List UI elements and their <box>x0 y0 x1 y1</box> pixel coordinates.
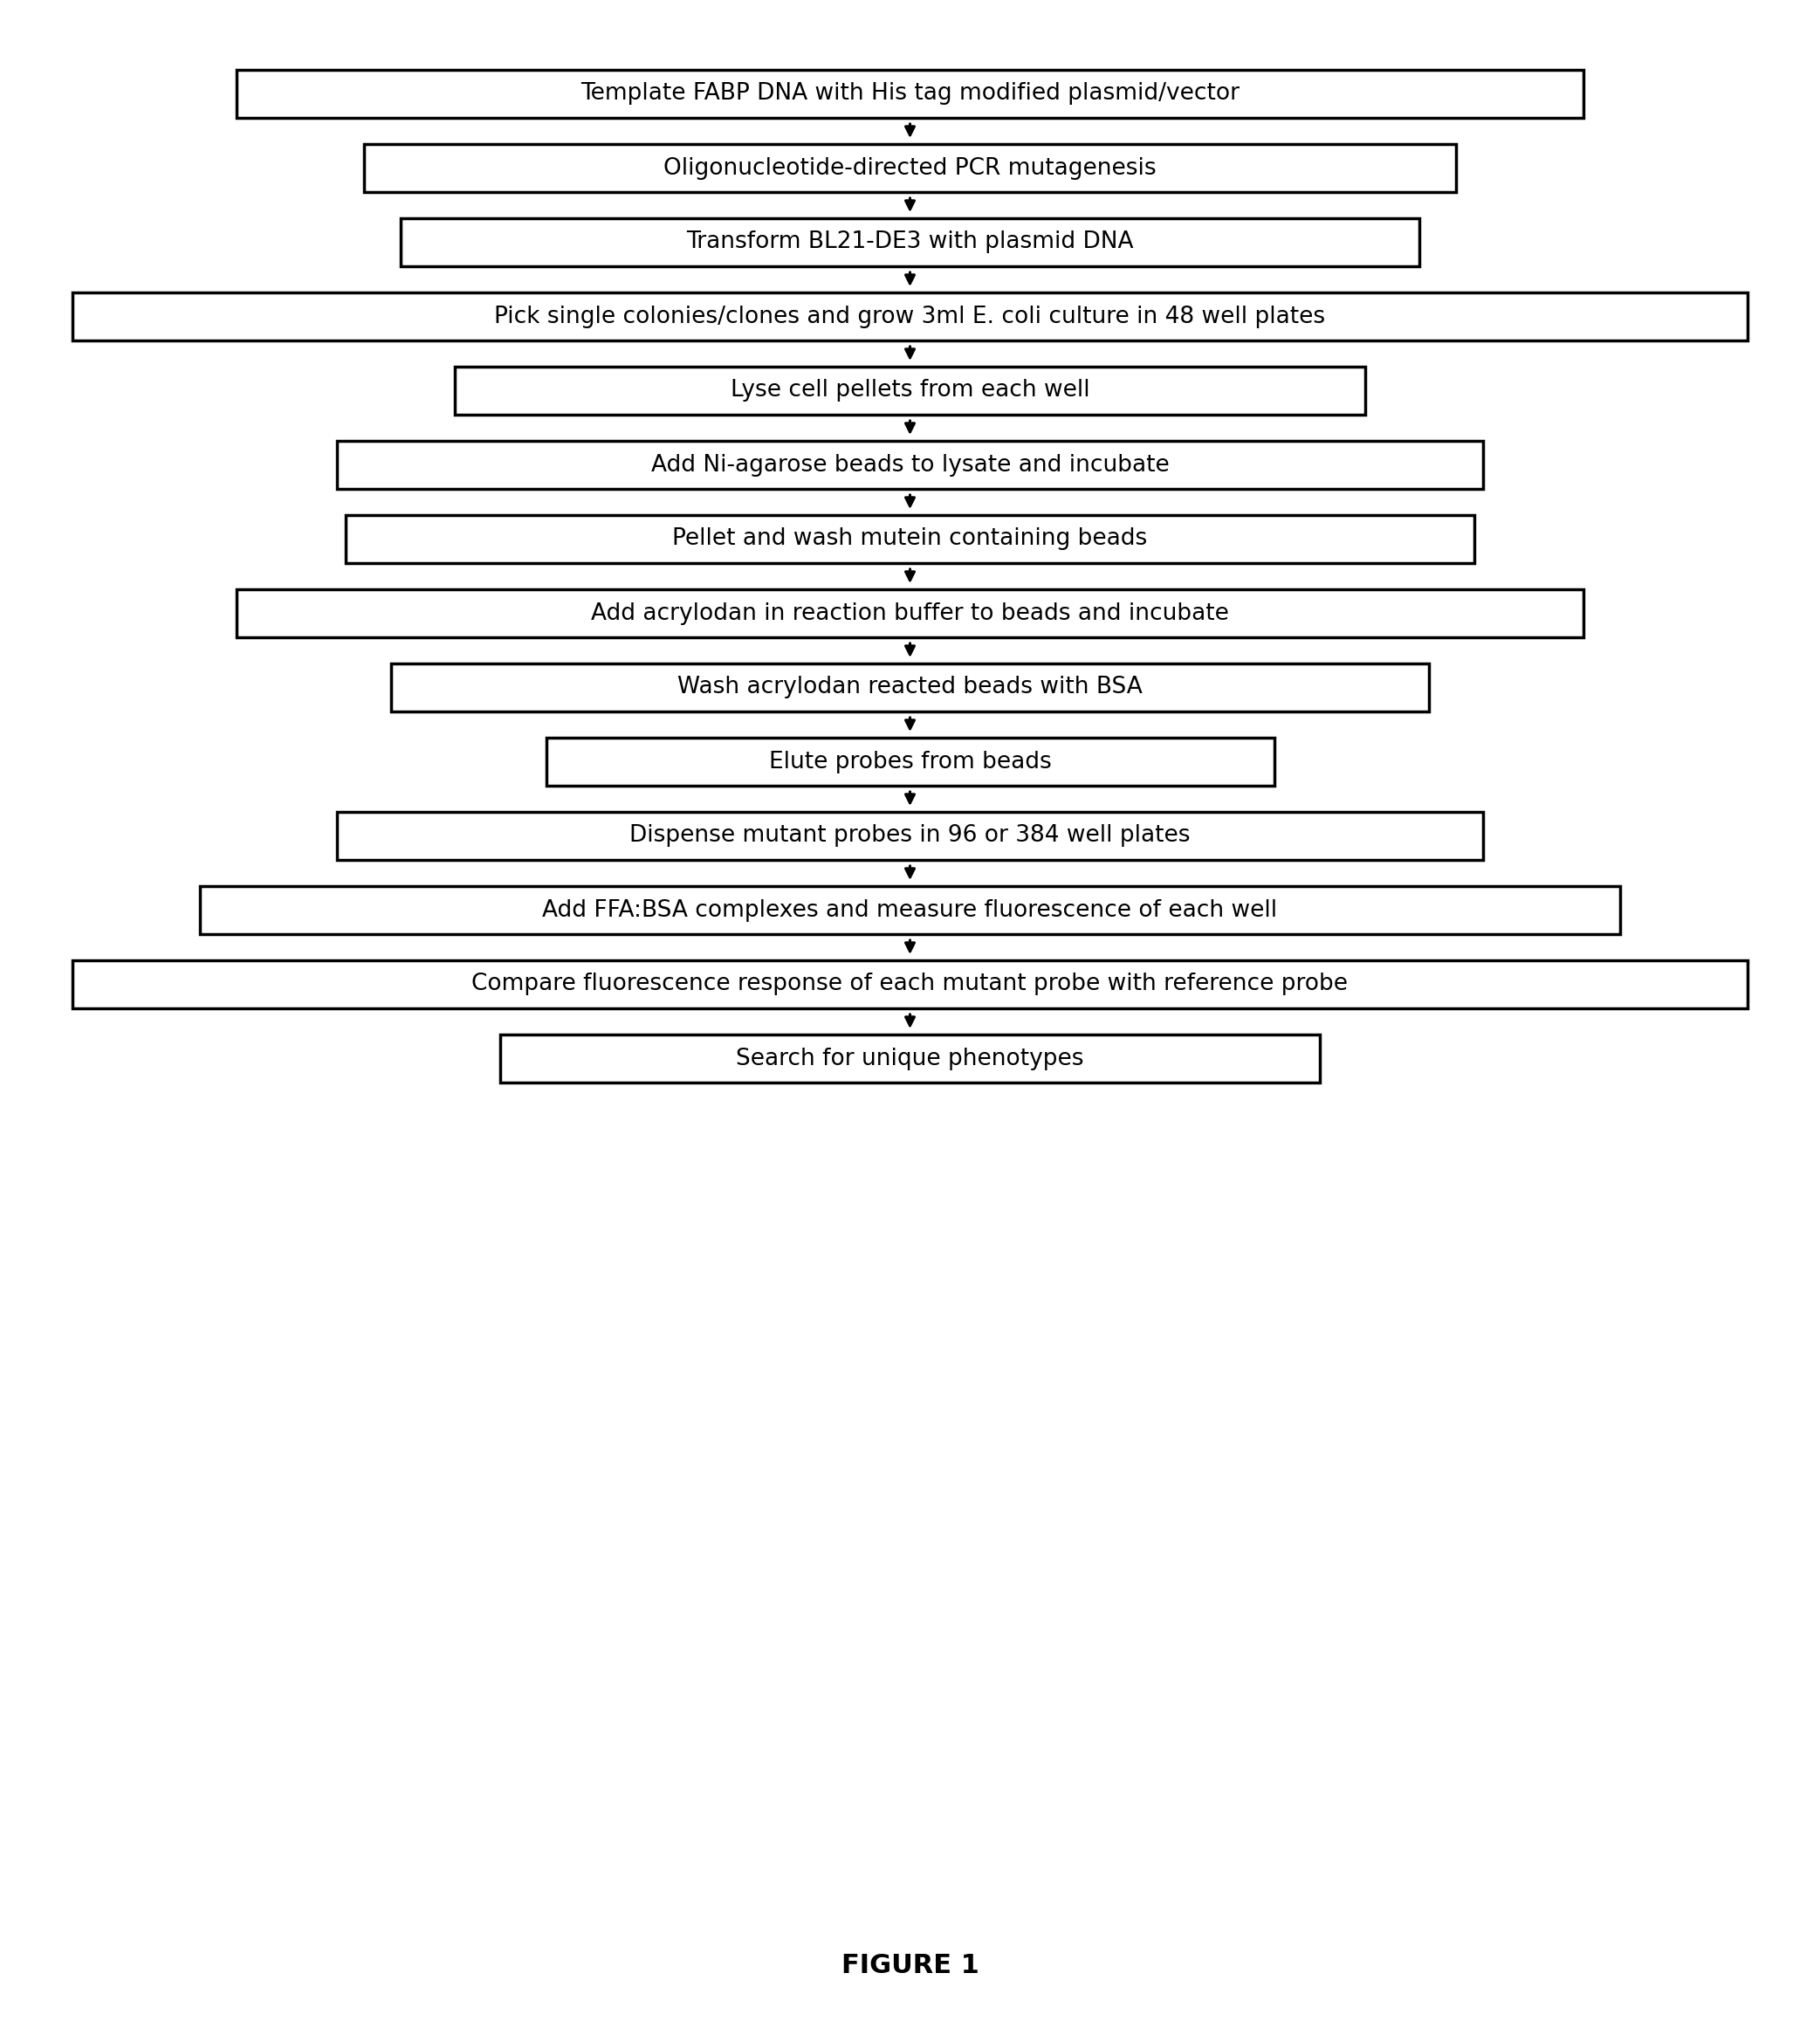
Text: Add FFA:BSA complexes and measure fluorescence of each well: Add FFA:BSA complexes and measure fluore… <box>542 899 1278 922</box>
FancyBboxPatch shape <box>500 1034 1320 1083</box>
FancyBboxPatch shape <box>346 515 1474 564</box>
Text: Wash acrylodan reacted beads with BSA: Wash acrylodan reacted beads with BSA <box>677 676 1143 698</box>
Text: Add Ni-agarose beads to lysate and incubate: Add Ni-agarose beads to lysate and incub… <box>652 454 1168 476</box>
FancyBboxPatch shape <box>237 590 1583 637</box>
Text: Template FABP DNA with His tag modified plasmid/vector: Template FABP DNA with His tag modified … <box>581 83 1239 106</box>
FancyBboxPatch shape <box>364 144 1456 191</box>
Text: Lyse cell pellets from each well: Lyse cell pellets from each well <box>730 379 1090 403</box>
Text: Compare fluorescence response of each mutant probe with reference probe: Compare fluorescence response of each mu… <box>471 973 1349 995</box>
Text: Pick single colonies/clones and grow 3ml E. coli culture in 48 well plates: Pick single colonies/clones and grow 3ml… <box>495 305 1325 328</box>
Text: Search for unique phenotypes: Search for unique phenotypes <box>735 1048 1085 1070</box>
FancyBboxPatch shape <box>337 812 1483 861</box>
FancyBboxPatch shape <box>455 366 1365 415</box>
FancyBboxPatch shape <box>337 442 1483 488</box>
FancyBboxPatch shape <box>237 69 1583 118</box>
Text: Dispense mutant probes in 96 or 384 well plates: Dispense mutant probes in 96 or 384 well… <box>630 824 1190 847</box>
FancyBboxPatch shape <box>391 663 1429 712</box>
Text: Elute probes from beads: Elute probes from beads <box>768 751 1052 773</box>
FancyBboxPatch shape <box>73 293 1747 340</box>
FancyBboxPatch shape <box>200 885 1620 934</box>
Text: FIGURE 1: FIGURE 1 <box>841 1952 979 1978</box>
Text: Transform BL21-DE3 with plasmid DNA: Transform BL21-DE3 with plasmid DNA <box>686 230 1134 254</box>
FancyBboxPatch shape <box>73 961 1747 1007</box>
FancyBboxPatch shape <box>546 739 1274 786</box>
Text: Add acrylodan in reaction buffer to beads and incubate: Add acrylodan in reaction buffer to bead… <box>592 602 1228 625</box>
Text: Pellet and wash mutein containing beads: Pellet and wash mutein containing beads <box>672 527 1148 549</box>
Text: Oligonucleotide-directed PCR mutagenesis: Oligonucleotide-directed PCR mutagenesis <box>664 157 1156 179</box>
FancyBboxPatch shape <box>400 218 1420 267</box>
